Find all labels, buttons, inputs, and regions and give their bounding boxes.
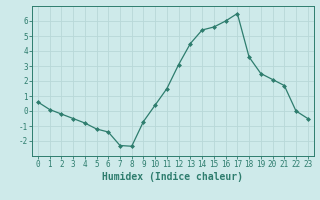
X-axis label: Humidex (Indice chaleur): Humidex (Indice chaleur) [102,172,243,182]
